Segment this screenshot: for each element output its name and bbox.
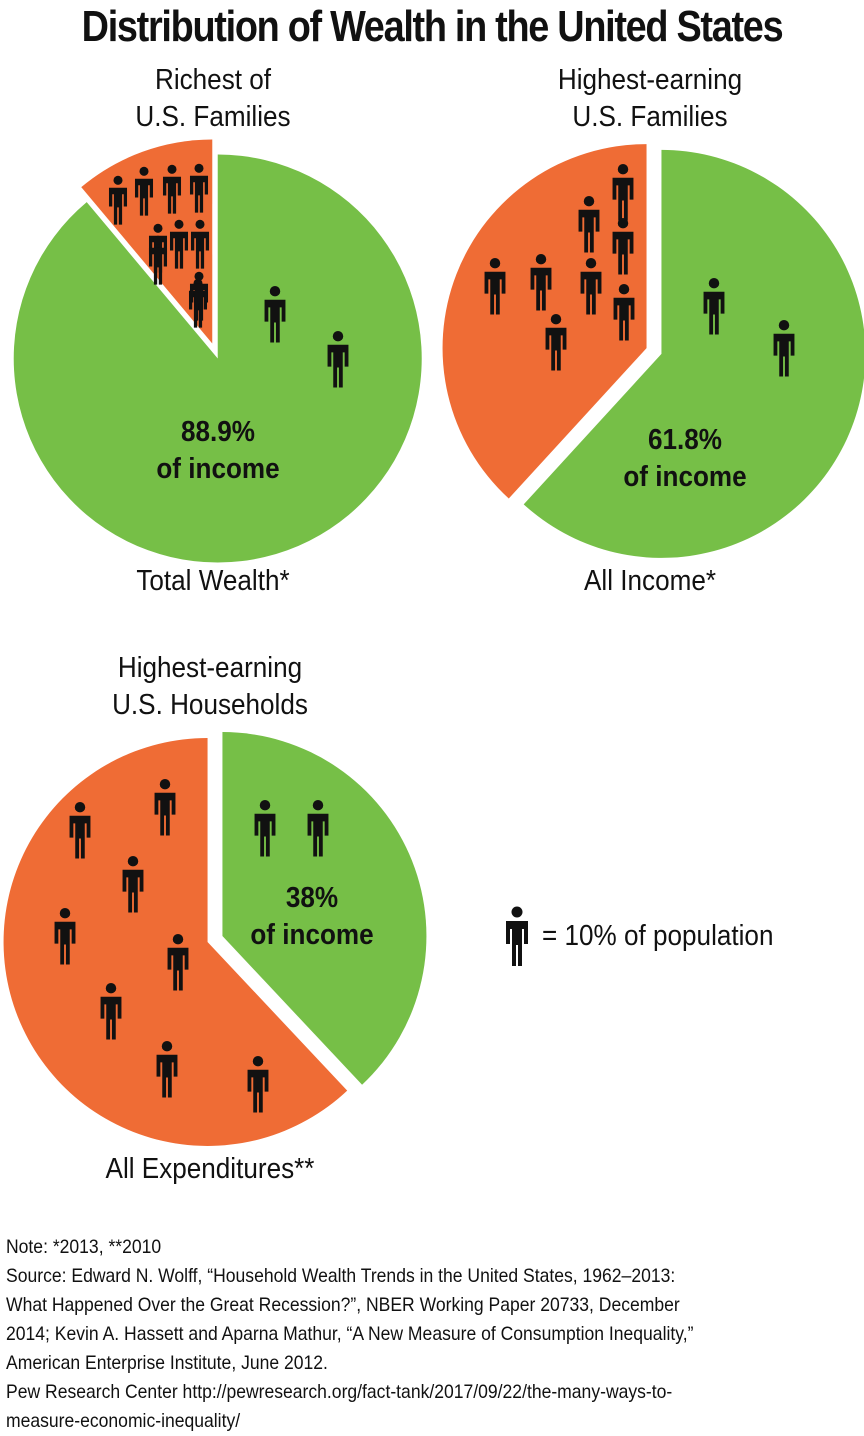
pie-slice-rest: [13, 154, 422, 563]
source-line-6: measure-economic-inequality/: [6, 1410, 241, 1432]
pie-3-title: Highest-earning U.S. Households: [75, 650, 345, 724]
pie-2-caption: All Income*: [583, 565, 716, 597]
person-icon: [189, 271, 209, 321]
pie-2-title-line-2: U.S. Families: [572, 101, 728, 133]
pie-2-title: Highest-earning U.S. Families: [515, 62, 785, 136]
pie-3-inner-label: 38% of income: [222, 880, 402, 954]
pie-1-title-line-2: U.S. Families: [135, 101, 291, 133]
person-icon: [578, 195, 600, 253]
pie-1-title: Richest of U.S. Families: [78, 62, 348, 136]
person-icon: [69, 801, 91, 859]
pie-3-percent: 38%: [285, 882, 339, 914]
person-icon: [254, 799, 276, 857]
person-icon: [148, 235, 168, 285]
pie-2-percent: 61.8%: [647, 424, 722, 456]
person-icon: [189, 163, 209, 213]
pie-1-title-line-1: Richest of: [154, 64, 272, 96]
pie-2-title-line-1: Highest-earning: [557, 64, 743, 96]
person-icon: [530, 253, 552, 311]
person-icon: [613, 283, 635, 341]
pie-2-inner-label: 61.8% of income: [595, 422, 775, 496]
person-icon: [167, 933, 189, 991]
person-icon: [484, 257, 506, 315]
person-icon: [545, 313, 567, 371]
pie-chart-total-wealth: [13, 139, 422, 563]
source-line-3: 2014; Kevin A. Hassett and Aparna Mathur…: [6, 1323, 694, 1345]
pie-1-label-text: of income: [156, 453, 280, 485]
note-text: Note: *2013, **2010: [6, 1236, 162, 1258]
pie-1-percent: 88.9%: [180, 416, 255, 448]
person-icon: [580, 257, 602, 315]
pie-3-title-line-2: U.S. Households: [112, 689, 308, 721]
pie-slice-top-group: [442, 144, 647, 499]
source-line-4: American Enterprise Institute, June 2012…: [6, 1352, 328, 1374]
person-icon: [54, 907, 76, 965]
pie-3-label-text: of income: [250, 919, 374, 951]
pie-3-title-line-1: Highest-earning: [117, 652, 303, 684]
person-icon: [108, 175, 128, 225]
person-icon: [154, 778, 176, 836]
person-icon: [156, 1040, 178, 1098]
pie-slice-rest: [523, 149, 864, 558]
person-icon: [122, 855, 144, 913]
person-icon: [190, 219, 210, 269]
footnotes: Note: *2013, **2010 Source: Edward N. Wo…: [6, 1233, 856, 1436]
person-icon: [247, 1055, 269, 1113]
pie-1-caption: Total Wealth*: [136, 565, 290, 597]
person-icon: [307, 799, 329, 857]
person-icon: [773, 319, 795, 377]
source-line-5: Pew Research Center http://pewresearch.o…: [6, 1381, 673, 1403]
main-title: Distribution of Wealth in the United Sta…: [81, 2, 784, 51]
person-icon: [703, 277, 725, 335]
pie-chart-all-expenditures: [3, 732, 427, 1146]
person-icon: [612, 217, 634, 275]
legend: = 10% of population: [500, 905, 799, 967]
person-icon: [162, 164, 182, 214]
person-icon: [264, 285, 286, 343]
person-icon: [134, 166, 154, 216]
legend-person-icon: [506, 906, 528, 966]
source-line-1: Source: Edward N. Wolff, “Household Weal…: [6, 1265, 676, 1287]
person-icon: [169, 219, 189, 269]
pie-1-inner-label: 88.9% of income: [128, 414, 308, 488]
person-icon: [612, 163, 634, 221]
pie-chart-all-income: [442, 144, 864, 558]
legend-text: = 10% of population: [542, 919, 774, 952]
source-line-2: What Happened Over the Great Recession?”…: [6, 1294, 680, 1316]
person-icon: [327, 330, 349, 388]
pie-2-label-text: of income: [623, 461, 747, 493]
pie-3-caption: All Expenditures**: [105, 1153, 315, 1185]
person-icon: [100, 982, 122, 1040]
